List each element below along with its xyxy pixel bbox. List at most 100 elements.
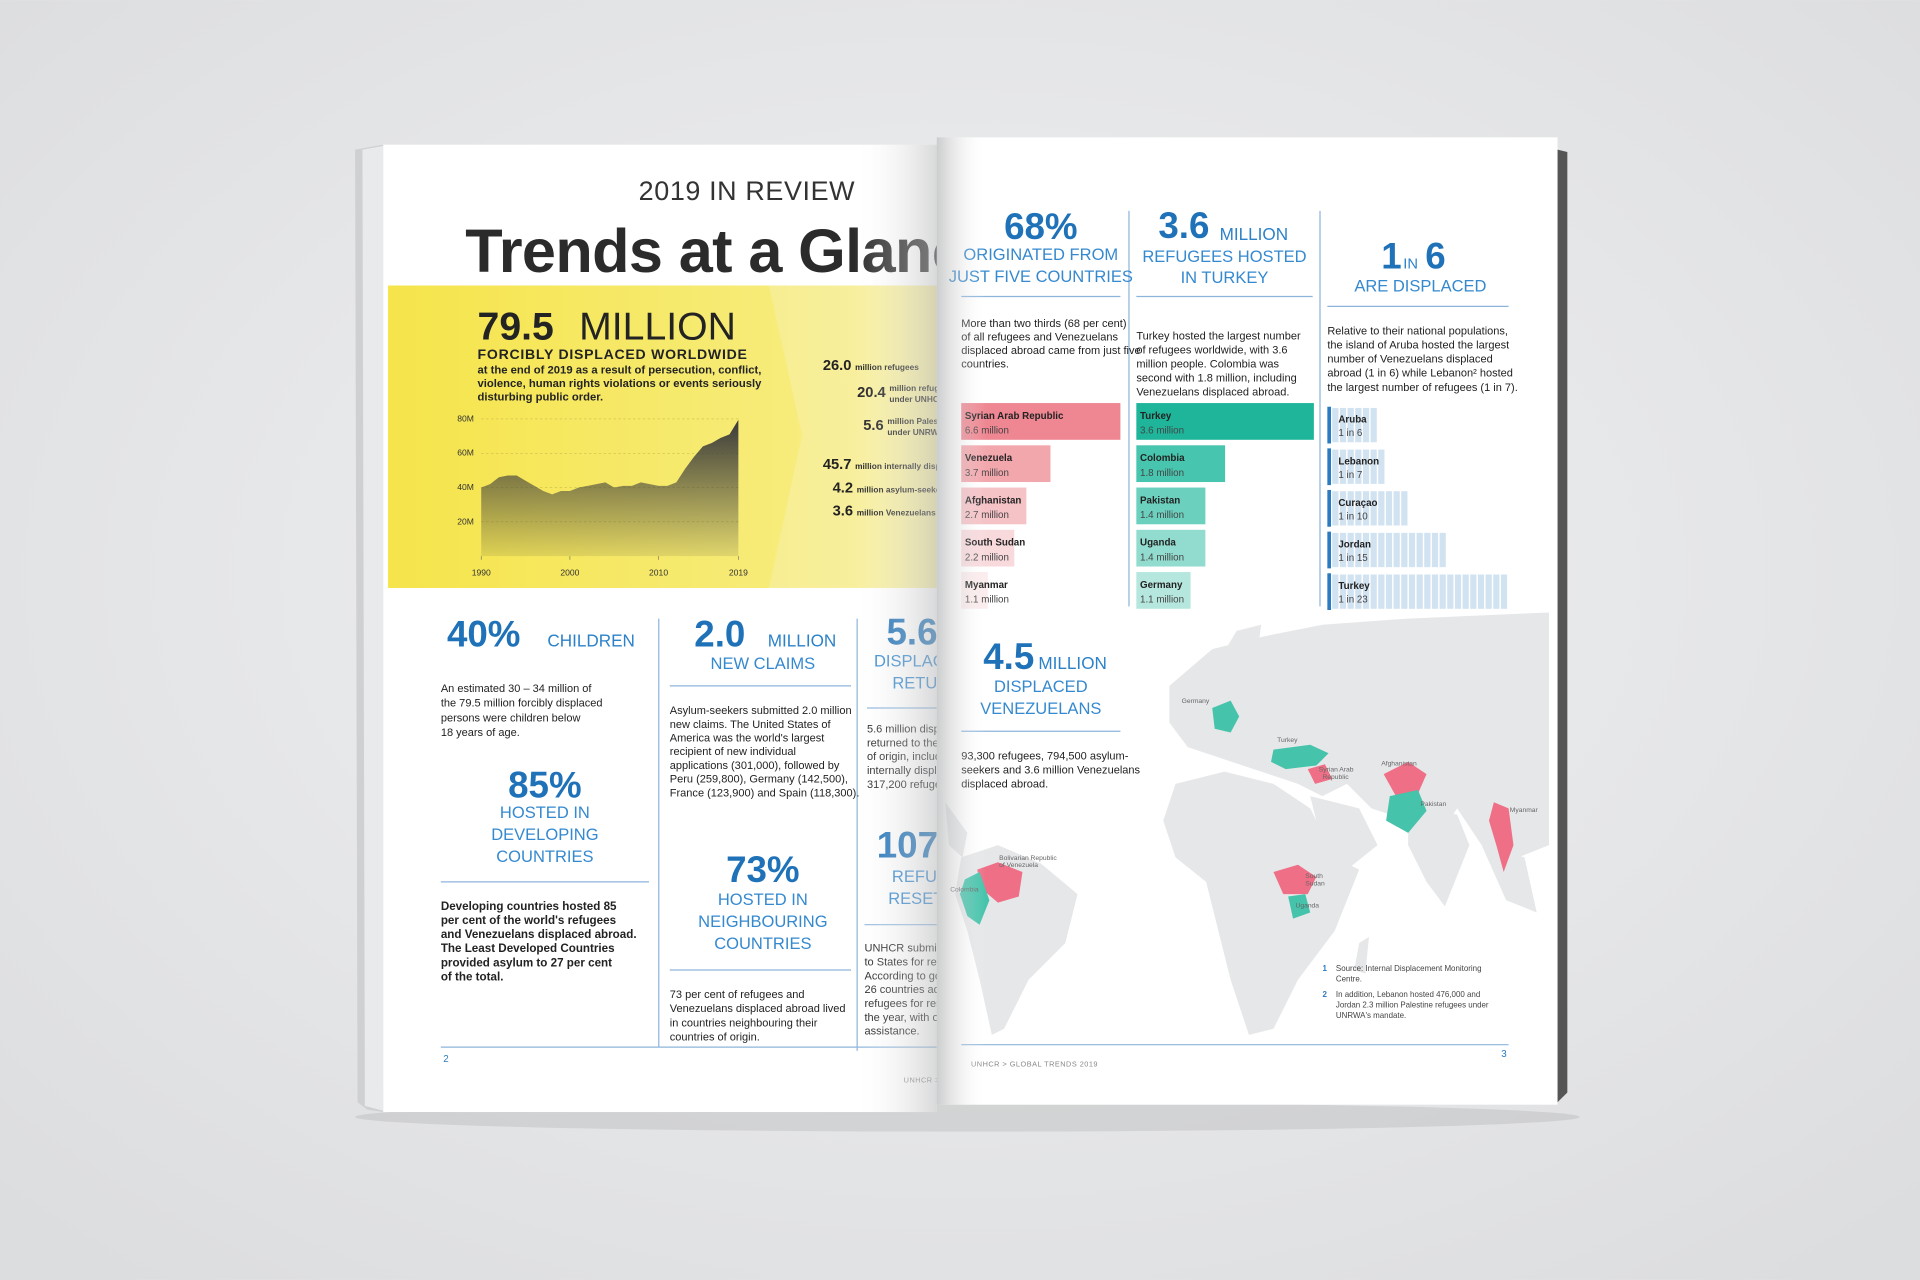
y-tick-label: 40M	[457, 482, 474, 492]
breakdown-number: 3.6	[833, 504, 853, 520]
bar-segment	[1370, 407, 1377, 443]
bar-category: Aruba	[1338, 415, 1367, 426]
bar-value-label: 2.7 million	[965, 510, 1009, 521]
breakdown-number: 20.4	[857, 385, 886, 401]
stat-text: Relative to their national populations,	[1327, 325, 1508, 337]
bar-value-label: 2.2 million	[965, 552, 1009, 563]
stat-caption: DEVELOPING	[491, 825, 598, 844]
map-label: Afghanistan	[1381, 761, 1417, 768]
stat-number: 73%	[726, 849, 800, 890]
stat-text: An estimated 30 – 34 million of	[441, 683, 593, 695]
stat-text: Asylum-seekers submitted 2.0 million	[670, 705, 852, 717]
running-head: UNHCR > GLOBAL TRENDS 2019	[971, 1060, 1098, 1069]
stat-caption: ARE DISPLACED	[1354, 277, 1486, 296]
stat-text: countries.	[961, 359, 1009, 371]
bar-value-label: 1.1 million	[965, 595, 1009, 606]
bar-value-label: 1.4 million	[1140, 510, 1184, 521]
stat-caption: DISPLACED	[994, 677, 1088, 696]
stat-caption: HOSTED IN	[718, 890, 808, 909]
y-tick-label: 80M	[457, 413, 474, 423]
bar-category: Myanmar	[965, 580, 1008, 591]
bar-category: Venezuela	[965, 453, 1013, 464]
y-tick-label: 60M	[457, 448, 474, 458]
bar-category: Pakistan	[1140, 495, 1180, 506]
map-label: Bolivarian Republic	[999, 855, 1057, 862]
stat-text: provided asylum to 27 per cent	[441, 956, 612, 969]
stat-caption: COUNTRIES	[496, 847, 593, 866]
bar-segment	[1378, 449, 1385, 484]
bar-segment	[1378, 491, 1385, 526]
x-tick-label: 2019	[729, 568, 748, 578]
stat-text: million people. Colombia was	[1136, 359, 1279, 371]
breakdown-text: million asylum-seeke	[857, 484, 941, 494]
headline-text: violence, human rights violations or eve…	[478, 378, 763, 390]
breakdown-text: million internally displ	[855, 461, 943, 471]
bar-value-label: 1.4 million	[1140, 552, 1184, 563]
footnote-text: In addition, Lebanon hosted 476,000 and	[1336, 990, 1480, 999]
bar-segment	[1393, 532, 1400, 568]
breakdown-number: 4.2	[833, 480, 853, 496]
bar-category: Uganda	[1140, 538, 1176, 549]
stat-text: second with 1.8 million, including	[1136, 373, 1296, 385]
footnote-marker: 1	[1322, 964, 1327, 973]
bar-category: Turkey	[1338, 581, 1370, 592]
bar-value-label: 1 in 6	[1338, 428, 1362, 439]
stat-text: per cent of the world's refugees	[441, 914, 616, 927]
bar-value-label: 1.1 million	[1140, 595, 1184, 606]
stat-text: applications (301,000), followed by	[670, 760, 840, 772]
bar-accent	[1327, 490, 1332, 527]
page-number: 3	[1501, 1049, 1507, 1060]
bar-segment	[1431, 532, 1439, 568]
stat-text: France (123,900) and Spain (118,300).	[670, 787, 860, 799]
bar-segment	[1401, 532, 1408, 568]
footnote-text: Jordan 2.3 million Palestine refugees un…	[1336, 1000, 1489, 1009]
breakdown-text: million Pales	[887, 416, 938, 426]
bar-segment	[1370, 574, 1377, 609]
headline-text: at the end of 2019 as a result of persec…	[478, 365, 762, 377]
stat-number: 1	[1381, 235, 1401, 276]
stat-text: 93,300 refugees, 794,500 asylum-	[961, 750, 1129, 762]
bar-category: Turkey	[1140, 411, 1172, 422]
bar-value-label: 3.7 million	[965, 468, 1009, 479]
bar-segment	[1393, 491, 1400, 526]
bar-segment	[1401, 574, 1408, 609]
bar-segment	[1385, 532, 1393, 568]
bar-segment	[1408, 532, 1416, 568]
bar-category: Afghanistan	[965, 495, 1022, 506]
stat-text: persons were children below	[441, 712, 581, 724]
bar-category: Curaçao	[1338, 498, 1377, 509]
stat-number: 6	[1425, 235, 1445, 276]
bar-accent	[1327, 573, 1332, 610]
map-label: of Venezuela	[999, 862, 1038, 869]
stat-text: recipient of new individual	[670, 746, 796, 758]
stat-text: Venezuelans displaced abroad lived	[670, 1003, 846, 1015]
bar-segment	[1439, 532, 1446, 568]
map-label: Syrian Arab	[1319, 767, 1354, 774]
stat-text: Developing countries hosted 85	[441, 900, 617, 913]
bar-segment	[1385, 574, 1393, 609]
map-label: Sudan	[1305, 881, 1325, 888]
bar-segment	[1477, 574, 1485, 609]
bar-accent	[1327, 531, 1332, 569]
stat-text: seekers and 3.6 million Venezuelans	[961, 764, 1140, 776]
bar-segment	[1431, 574, 1439, 609]
stat-number: 85%	[508, 764, 582, 805]
breakdown-text: million refugees	[855, 362, 919, 372]
stat-caption: JUST FIVE COUNTRIES	[949, 267, 1133, 286]
stat-text: the 79.5 million forcibly displaced	[441, 698, 603, 710]
bar-segment	[1370, 532, 1377, 568]
stat-text: displaced abroad came from just five	[961, 345, 1140, 357]
map-label: Uganda	[1296, 903, 1320, 910]
stat-text: the island of Aruba hosted the largest	[1327, 340, 1509, 352]
page-number: 2	[443, 1054, 448, 1065]
bar-value-label: 1 in 15	[1338, 553, 1368, 564]
stat-text: The Least Developed Countries	[441, 942, 615, 955]
stat-caption: HOSTED IN	[500, 803, 590, 822]
headline-subtitle: FORCIBLY DISPLACED WORLDWIDE	[478, 346, 748, 362]
bar-segment	[1439, 574, 1446, 609]
headline-text: disturbing public order.	[478, 392, 604, 404]
bar-accent	[1327, 406, 1332, 444]
page-edge	[1557, 149, 1568, 1103]
